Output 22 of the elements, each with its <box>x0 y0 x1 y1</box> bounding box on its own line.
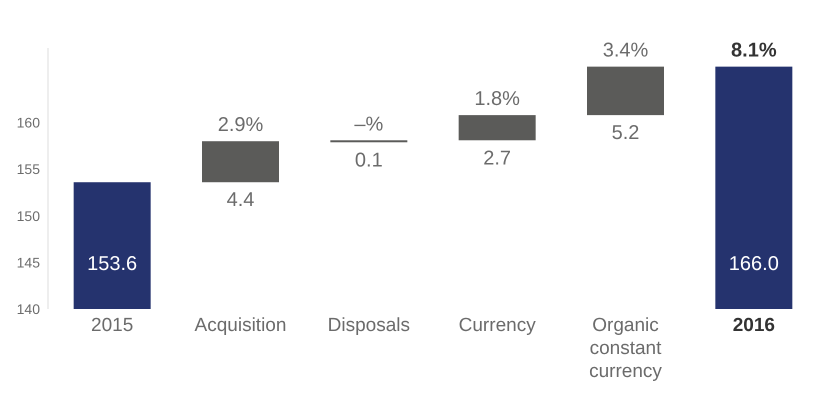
data-label: 0.1 <box>354 149 383 172</box>
annotation: 8.1% <box>731 40 777 62</box>
annotation: –% <box>354 113 384 136</box>
y-tick-label: 160 <box>16 114 40 131</box>
x-tick-label: Acquisition <box>194 315 286 336</box>
y-tick-label: 150 <box>16 208 40 224</box>
x-tick-label: Currency <box>458 315 536 336</box>
y-tick-label: 140 <box>16 300 40 317</box>
data-label: 166.0 <box>728 253 779 275</box>
data-label: 2.7 <box>483 147 512 170</box>
annotation: 3.4% <box>602 40 649 62</box>
y-tick-label: 145 <box>16 254 40 270</box>
x-tick-label: 2016 <box>732 315 775 336</box>
x-tick-label: 2015 <box>91 315 134 336</box>
annotation: 2.9% <box>218 114 264 136</box>
data-label: 5.2 <box>612 122 640 144</box>
data-label: 4.4 <box>226 189 254 212</box>
y-tick-label: 155 <box>16 161 40 178</box>
data-label: 153.6 <box>87 253 138 275</box>
annotation: 1.8% <box>474 88 520 110</box>
x-tick-label: Organic constant currency <box>589 315 662 382</box>
x-tick-label: Disposals <box>328 315 410 336</box>
